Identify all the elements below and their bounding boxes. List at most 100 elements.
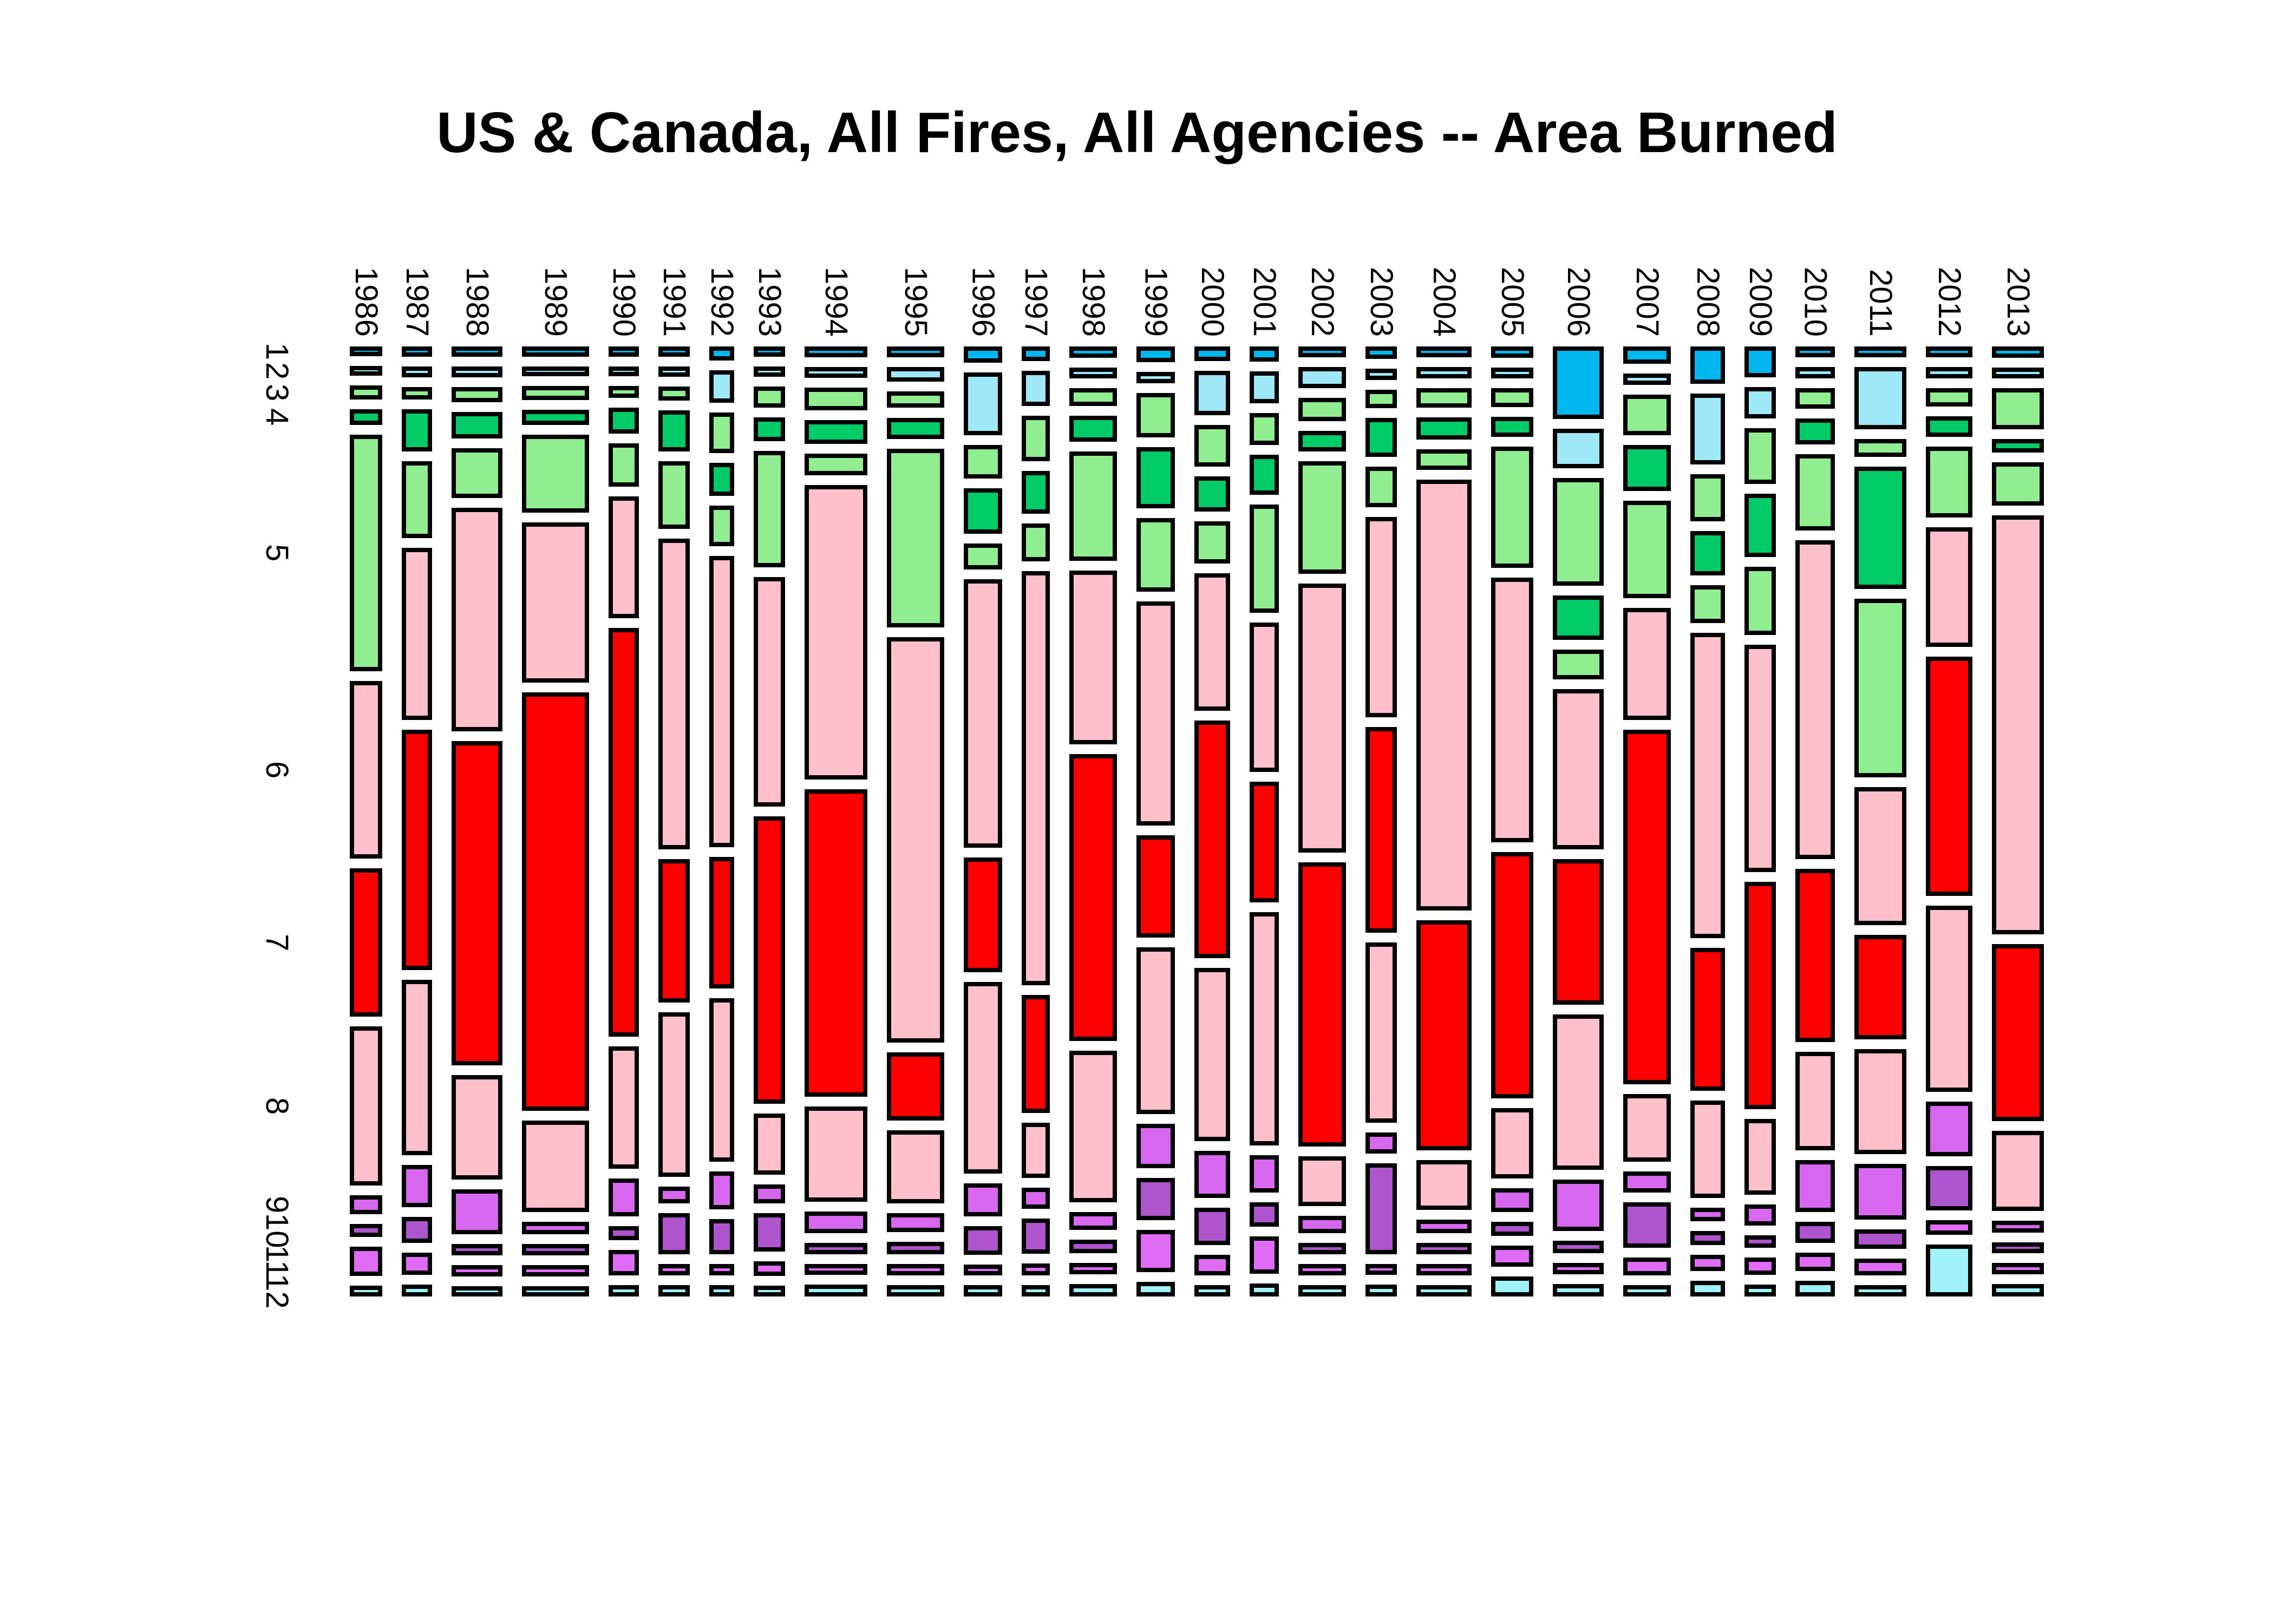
mosaic-cell <box>1992 1263 2044 1274</box>
mosaic-cell <box>1992 438 2044 453</box>
mosaic-cell <box>1553 1284 1604 1296</box>
mosaic-cell <box>1926 905 1972 1092</box>
mosaic-cell <box>609 366 639 377</box>
mosaic-cell <box>1926 388 1972 407</box>
mosaic-cell <box>1553 859 1604 1005</box>
mosaic-cell <box>709 370 734 403</box>
mosaic-cell <box>522 1222 589 1235</box>
mosaic-cell <box>658 366 690 377</box>
mosaic-cell <box>887 449 944 628</box>
mosaic-cell <box>1623 1202 1671 1248</box>
mosaic-cell <box>1491 367 1533 379</box>
mosaic-cell <box>887 1241 944 1255</box>
month-axis-label: 10 <box>259 1213 295 1248</box>
year-axis-label-box: 2003 <box>1360 212 1403 337</box>
chart-title: US & Canada, All Fires, All Agencies -- … <box>436 101 1838 165</box>
mosaic-cell <box>1854 1259 1906 1276</box>
mosaic-cell <box>1194 521 1230 564</box>
mosaic-cell <box>1250 622 1279 772</box>
mosaic-cell <box>452 508 502 732</box>
mosaic-cell <box>1491 1245 1533 1267</box>
mosaic-cell <box>1744 566 1776 635</box>
mosaic-cell <box>964 1226 1002 1255</box>
year-axis-label: 1992 <box>704 266 740 337</box>
mosaic-cell <box>609 1046 639 1169</box>
mosaic-cell <box>522 386 589 401</box>
mosaic-cell <box>609 407 639 434</box>
year-axis-label: 1998 <box>1076 266 1111 337</box>
year-axis-label-box: 2000 <box>1191 212 1234 337</box>
mosaic-cell <box>1136 835 1175 938</box>
mosaic-cell <box>887 1052 944 1121</box>
mosaic-cell <box>1553 1180 1604 1231</box>
mosaic-cell <box>709 998 734 1162</box>
mosaic-cell <box>1926 446 1972 518</box>
mosaic-cell <box>522 435 589 513</box>
mosaic-cell <box>1690 1101 1725 1198</box>
mosaic-cell <box>805 454 867 475</box>
mosaic-cell <box>1069 388 1117 406</box>
year-axis-label: 1996 <box>965 266 1001 337</box>
mosaic-cell <box>1250 1155 1279 1193</box>
mosaic-cell <box>1194 346 1230 361</box>
mosaic-cell <box>887 417 944 440</box>
mosaic-cell <box>1416 1285 1472 1296</box>
mosaic-cell <box>350 681 382 859</box>
mosaic-cell <box>805 366 867 378</box>
mosaic-cell <box>1069 1239 1117 1253</box>
month-axis-label-box: 8 <box>255 1087 298 1125</box>
year-axis-label: 1988 <box>460 266 495 337</box>
mosaic-cell <box>402 461 432 538</box>
month-axis-label: 8 <box>259 1097 295 1115</box>
mosaic-cell <box>754 577 785 807</box>
mosaic-cell <box>1136 1282 1175 1296</box>
mosaic-cell <box>609 346 639 357</box>
mosaic-cell <box>1854 599 1906 777</box>
mosaic-cell <box>1250 412 1279 446</box>
year-axis-label-box: 1988 <box>455 212 499 337</box>
mosaic-cell <box>1854 935 1906 1040</box>
year-axis-label: 1989 <box>538 266 573 337</box>
mosaic-cell <box>1250 455 1279 495</box>
mosaic-cell <box>350 434 382 672</box>
mosaic-cell <box>964 543 1002 570</box>
mosaic-cell <box>350 1247 382 1276</box>
mosaic-cell <box>1553 428 1604 468</box>
year-axis-label-box: 2006 <box>1557 212 1600 337</box>
mosaic-cell <box>452 1265 502 1276</box>
mosaic-cell <box>1623 607 1671 721</box>
mosaic-cell <box>1298 1285 1346 1296</box>
mosaic-cell <box>1744 644 1776 872</box>
mosaic-cell <box>1690 346 1725 384</box>
mosaic-cell <box>658 386 690 401</box>
mosaic-cell <box>1194 1207 1230 1245</box>
year-axis-label-box: 1999 <box>1134 212 1178 337</box>
mosaic-cell <box>1926 346 1972 358</box>
mosaic-cell <box>1795 1222 1835 1243</box>
mosaic-cell <box>1795 388 1835 409</box>
year-axis-label: 2013 <box>2001 266 2036 337</box>
mosaic-cell <box>1926 1245 1972 1296</box>
mosaic-cell <box>402 1285 432 1296</box>
mosaic-cell <box>1491 417 1533 437</box>
mosaic-cell <box>1690 474 1725 521</box>
mosaic-cell <box>1854 346 1906 358</box>
mosaic-cell <box>1553 689 1604 849</box>
mosaic-cell <box>1623 346 1671 364</box>
mosaic-cell <box>1298 583 1346 853</box>
year-axis-label-box: 1994 <box>814 212 858 337</box>
mosaic-cell <box>609 1249 639 1276</box>
mosaic-cell <box>1069 367 1117 379</box>
mosaic-cell <box>1194 370 1230 415</box>
mosaic-cell <box>1022 1188 1050 1209</box>
month-axis-label-box: 10 <box>255 1212 298 1249</box>
month-axis-label: 4 <box>259 408 295 426</box>
mosaic-cell <box>754 816 785 1104</box>
mosaic-cell <box>658 346 690 357</box>
year-axis-label-box: 2005 <box>1491 212 1534 337</box>
mosaic-cell <box>1854 1163 1906 1220</box>
mosaic-cell <box>522 410 589 425</box>
mosaic-cell <box>1416 417 1472 440</box>
mosaic-cell <box>1992 1284 2044 1296</box>
mosaic-cell <box>805 1285 867 1296</box>
